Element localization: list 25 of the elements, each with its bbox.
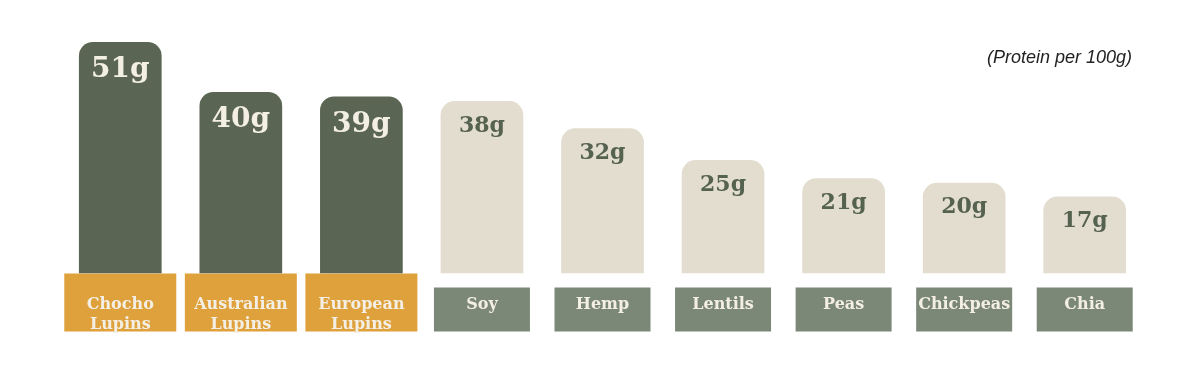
x-tick-label: Hemp: [575, 294, 630, 314]
data-label: 32g: [579, 138, 626, 164]
x-tick-label: Chickpeas: [918, 294, 1011, 314]
data-label: 39g: [332, 105, 391, 139]
x-tick-label: Lentils: [692, 294, 754, 314]
x-tick-label: Soy: [466, 294, 499, 314]
x-tick-label: Chocho Lupins: [86, 294, 155, 333]
annotation: (Protein per 100g): [986, 47, 1132, 67]
bar: [1043, 196, 1127, 274]
bar: [681, 160, 765, 274]
bar: [922, 182, 1006, 274]
x-tick-label: Australian Lupins: [193, 294, 288, 333]
bar: [440, 101, 524, 274]
data-label: 17g: [1061, 206, 1108, 233]
data-label: 25g: [700, 169, 747, 196]
bar: [802, 178, 885, 274]
bar: [561, 128, 644, 274]
data-label: 40g: [211, 101, 271, 135]
data-label: 21g: [820, 187, 867, 214]
data-label: 51g: [91, 51, 150, 85]
x-tick-label: Chia: [1064, 294, 1106, 314]
data-label: 20g: [941, 192, 988, 219]
x-tick-label: European Lupins: [318, 294, 405, 333]
data-label: 38g: [458, 110, 505, 137]
x-tick-label: Peas: [823, 294, 865, 314]
